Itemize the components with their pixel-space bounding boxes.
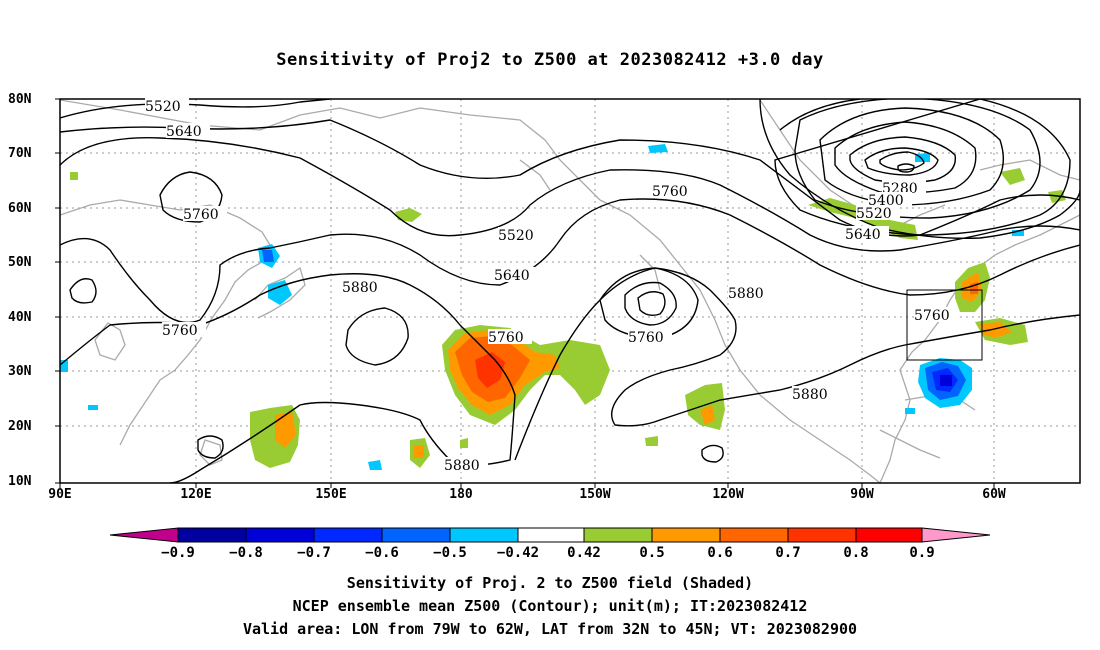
colorbar-label: 0.6 — [707, 545, 733, 561]
colorbar-label: −0.9 — [161, 545, 195, 561]
colorbar-label: −0.8 — [229, 545, 263, 561]
lon-label: 120W — [712, 487, 744, 502]
colorbar-label: 0.5 — [639, 545, 665, 561]
colorbar — [109, 527, 991, 543]
contour-label: 5640 — [845, 227, 881, 243]
valid-area-box — [906, 289, 983, 361]
caption-line-2: NCEP ensemble mean Z500 (Contour); unit(… — [292, 597, 808, 615]
contour-label: 5880 — [728, 286, 764, 302]
colorbar-label: 0.42 — [567, 545, 601, 561]
colorbar-label: −0.6 — [365, 545, 399, 561]
colorbar-label: 0.9 — [909, 545, 935, 561]
lon-label: 120E — [180, 487, 212, 502]
caption-line-1: Sensitivity of Proj. 2 to Z500 field (Sh… — [346, 574, 754, 592]
contour-label: 5880 — [444, 458, 480, 474]
contour-label: 5640 — [494, 268, 530, 284]
z500-contours — [60, 99, 1080, 483]
lat-label: 80N — [8, 92, 32, 107]
contour-label: 5760 — [488, 330, 524, 346]
contour-label: 5760 — [162, 323, 198, 339]
contour-labels: 5520 5640 5760 5760 5880 5760 5880 5520 … — [145, 98, 958, 474]
lat-label: 30N — [8, 364, 32, 379]
colorbar-label: −0.42 — [496, 545, 540, 561]
colorbar-label: 0.8 — [843, 545, 869, 561]
contour-label: 5760 — [914, 308, 950, 324]
lat-label: 10N — [8, 474, 32, 489]
lat-label: 60N — [8, 201, 32, 216]
colorbar-label: −0.7 — [297, 545, 331, 561]
lat-label: 70N — [8, 146, 32, 161]
contour-label: 5880 — [792, 387, 828, 403]
contour-label: 5520 — [145, 99, 181, 115]
lon-label: 90W — [850, 487, 874, 502]
caption-line-3: Valid area: LON from 79W to 62W, LAT fro… — [242, 620, 858, 638]
contour-label: 5760 — [183, 207, 219, 223]
contour-label: 5760 — [628, 330, 664, 346]
contour-label: 5760 — [652, 184, 688, 200]
contour-label: 5880 — [342, 280, 378, 296]
lon-label: 180 — [449, 487, 473, 502]
colorbar-pos-end — [921, 527, 991, 543]
colorbar-label: 0.7 — [775, 545, 801, 561]
tick-marks — [55, 98, 995, 488]
colorbar-neg-end — [109, 527, 179, 543]
lon-label: 60W — [982, 487, 1006, 502]
lat-label: 40N — [8, 310, 32, 325]
gridlines — [60, 99, 1080, 483]
colorbar-label: −0.5 — [433, 545, 467, 561]
lon-label: 150E — [315, 487, 347, 502]
lat-label: 20N — [8, 419, 32, 434]
map-frame — [59, 98, 1081, 484]
page-title: Sensitivity of Proj2 to Z500 at 20230824… — [276, 50, 824, 70]
contour-label: 5520 — [856, 206, 892, 222]
lat-label: 50N — [8, 255, 32, 270]
lon-label: 90E — [48, 487, 72, 502]
lon-label: 150W — [579, 487, 611, 502]
contour-label: 5520 — [498, 228, 534, 244]
contour-label: 5640 — [166, 124, 202, 140]
